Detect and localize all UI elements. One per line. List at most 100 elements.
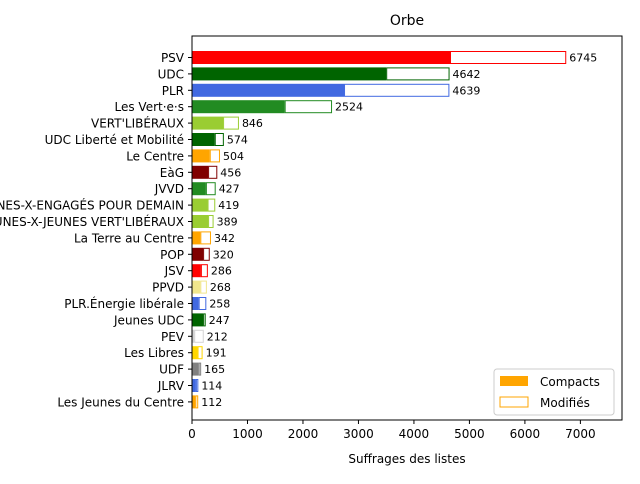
- bar-modifies-udc: [386, 67, 450, 81]
- plot-frame: [191, 35, 623, 421]
- legend: Compacts Modifiés: [493, 368, 615, 416]
- value-label-jeunes-x-jeunes-vert-liberaux: 389: [217, 216, 238, 229]
- x-tick-label: 2000: [288, 427, 319, 441]
- bar-compacts-ppvd: [192, 280, 201, 294]
- bar-modifies-plr: [344, 83, 450, 97]
- y-tick-label: UDC: [158, 67, 184, 81]
- value-label-jeunes-udc: 247: [209, 314, 230, 327]
- value-labels-group: 6745 4642 4639 2524 846 574 504 456 427 419 389 342…: [201, 52, 597, 409]
- value-label-plr-energie-liberale: 258: [209, 298, 230, 311]
- bar-compacts-eag: [192, 165, 209, 179]
- bar-compacts-udc-liberte-et-mobilite: [192, 133, 215, 146]
- bar-modifies-udc-liberte-et-mobilite: [214, 133, 224, 146]
- bar-modifies-le-centre: [209, 149, 220, 163]
- y-tick-label: PLR: [162, 84, 184, 98]
- bar-compacts-udf: [192, 362, 199, 376]
- bar-compacts-jeunes-udc: [192, 313, 204, 327]
- value-label-psv: 6745: [569, 52, 597, 65]
- bar-compacts-plr: [192, 83, 345, 97]
- chart-title: Orbe: [390, 13, 424, 29]
- bar-modifies-pop: [203, 247, 210, 261]
- y-tick-label: La Terre au Centre: [74, 231, 184, 245]
- bar-modifies-eag: [208, 165, 218, 179]
- value-label-pop: 320: [213, 248, 234, 261]
- y-tick-label: JVVD: [154, 182, 184, 196]
- y-tick-label: VERT'LIBÉRAUX: [91, 116, 184, 131]
- bar-compacts-jlrv: [192, 379, 196, 392]
- x-tick-label: 5000: [454, 427, 485, 441]
- value-label-les-libres: 191: [206, 347, 227, 360]
- y-tick-label: UDC Liberté et Mobilité: [45, 133, 184, 147]
- bar-modifies-les-vert-e-s: [284, 100, 333, 114]
- bar-modifies-udf: [198, 362, 202, 376]
- bar-modifies-la-terre-au-centre: [200, 231, 211, 245]
- bar-modifies-plr-energie-liberale: [198, 297, 207, 310]
- y-tick-label: Jeunes UDC: [113, 313, 184, 327]
- y-tick-label: JSV: [164, 264, 185, 278]
- value-label-jvvd: 427: [219, 183, 240, 196]
- value-label-le-centre: 504: [223, 150, 244, 163]
- y-tick-label: Les Vert·e·s: [115, 100, 185, 114]
- bar-compacts-le-centre: [192, 149, 210, 163]
- bar-modifies-jvvd: [205, 182, 216, 196]
- y-tick-label: PEV: [161, 330, 185, 344]
- x-axis-label: Suffrages des listes: [348, 452, 465, 466]
- y-axis-ticks: PSV UDC PLR Les Vert·e·s VERT'LIBÉRAUX UDC Li…: [0, 51, 192, 409]
- value-label-udf: 165: [204, 363, 225, 376]
- bar-modifies-les-jeunes-du-centre: [195, 395, 199, 409]
- value-label-pev: 212: [207, 330, 228, 343]
- bar-modifies-jlrv: [195, 379, 199, 392]
- bar-compacts-les-vert-e-s: [192, 100, 285, 114]
- y-tick-label: PSV: [161, 51, 185, 65]
- x-tick-label: 7000: [565, 427, 596, 441]
- bar-modifies-vert-liberaux: [223, 116, 239, 130]
- bar-compacts-la-terre-au-centre: [192, 231, 201, 245]
- legend-swatch-modifies: [499, 396, 529, 408]
- bar-compacts-vert-liberaux: [192, 116, 224, 130]
- value-label-les-vert-e-s: 2524: [335, 101, 363, 114]
- bar-modifies-jsv: [200, 264, 208, 278]
- value-label-jeunes-x-engages-pour-demain: 419: [218, 199, 239, 212]
- bar-modifies-jeunes-udc: [203, 313, 206, 327]
- x-axis-ticks: 0 1000 2000 3000 4000 5000 6000 7000: [188, 420, 596, 441]
- bar-modifies-ppvd: [200, 280, 207, 294]
- bar-compacts-jeunes-x-engages-pour-demain: [192, 198, 208, 212]
- x-tick-label: 4000: [399, 427, 430, 441]
- value-label-les-jeunes-du-centre: 112: [201, 396, 222, 409]
- bar-compacts-les-libres: [192, 346, 198, 360]
- bar-compacts-jvvd: [192, 182, 206, 196]
- bar-modifies-jeunes-x-engages-pour-demain: [207, 198, 216, 212]
- value-label-la-terre-au-centre: 342: [214, 232, 235, 245]
- value-label-jlrv: 114: [201, 380, 222, 393]
- y-tick-label: PPVD: [152, 281, 184, 295]
- bar-modifies-jeunes-x-jeunes-vert-liberaux: [208, 215, 214, 228]
- y-tick-label: Les Libres: [124, 346, 184, 360]
- bar-compacts-psv: [192, 51, 450, 64]
- value-label-udc: 4642: [453, 68, 481, 81]
- legend-label-modifies: Modifiés: [540, 396, 590, 410]
- x-tick-label: 3000: [343, 427, 374, 441]
- bar-compacts-pop: [192, 247, 204, 261]
- bars-group: [192, 51, 567, 409]
- bar-compacts-jsv: [192, 264, 201, 278]
- value-label-plr: 4639: [452, 84, 480, 97]
- bar-modifies-pev: [194, 329, 204, 343]
- y-tick-label: Les Jeunes du Centre: [57, 395, 184, 409]
- value-label-jsv: 286: [211, 265, 232, 278]
- bar-modifies-psv: [450, 51, 567, 64]
- bar-compacts-pev: [192, 329, 195, 343]
- y-tick-label: Le Centre: [126, 149, 184, 163]
- y-tick-label: UDF: [159, 363, 184, 377]
- y-tick-label: JLRV: [157, 379, 185, 393]
- y-tick-label: JEUNES-X-JEUNES VERT'LIBÉRAUX: [0, 214, 184, 229]
- bar-compacts-les-jeunes-du-centre: [192, 395, 196, 409]
- value-label-vert-liberaux: 846: [242, 117, 263, 130]
- bar-compacts-jeunes-x-jeunes-vert-liberaux: [192, 215, 209, 228]
- y-tick-label: JEUNES-X-ENGAGÉS POUR DEMAIN: [0, 198, 184, 213]
- value-label-udc-liberte-et-mobilite: 574: [227, 134, 248, 147]
- legend-swatch-compacts: [500, 376, 528, 386]
- x-tick-label: 6000: [510, 427, 541, 441]
- legend-label-compacts: Compacts: [540, 375, 600, 389]
